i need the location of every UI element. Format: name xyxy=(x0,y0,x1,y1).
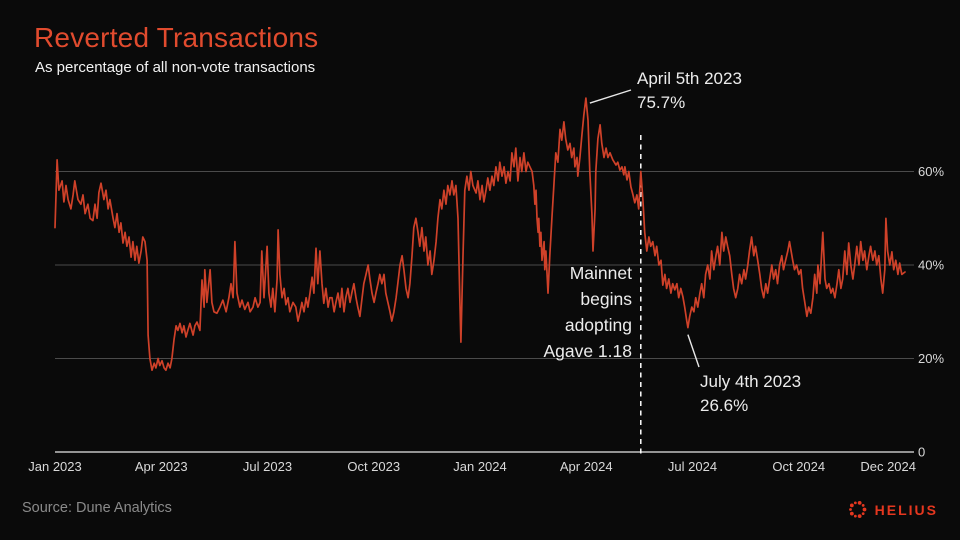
x-tick-label: Apr 2023 xyxy=(135,459,188,474)
x-tick-label: Apr 2024 xyxy=(560,459,613,474)
annotation-event-line4: Agave 1.18 xyxy=(543,341,632,361)
annotation-event-line1: Mainnet xyxy=(569,263,632,283)
helius-burst-icon xyxy=(848,500,867,519)
annotation-peak-date: April 5th 2023 xyxy=(637,69,742,88)
annotation-event: Mainnet begins adopting Agave 1.18 xyxy=(543,260,632,364)
chart-subtitle: As percentage of all non-vote transactio… xyxy=(35,59,316,76)
y-tick-label: 0 xyxy=(918,445,925,460)
x-tick-label: Dec 2024 xyxy=(860,459,916,474)
helius-wordmark: HELIUS xyxy=(874,501,938,518)
annotation-peak-value: 75.7% xyxy=(637,93,686,112)
x-tick-label: Jan 2023 xyxy=(28,459,82,474)
helius-logo: HELIUS xyxy=(847,499,938,520)
annotation-dip: July 4th 2023 26.6% xyxy=(700,370,801,418)
x-tick-label: Oct 2023 xyxy=(347,459,400,474)
dip-leader-line xyxy=(687,334,700,368)
annotation-event-line3: adopting xyxy=(564,315,632,335)
y-tick-label: 60% xyxy=(918,164,944,179)
annotation-peak: April 5th 2023 75.7% xyxy=(637,67,742,115)
source-label: Source: Dune Analytics xyxy=(22,500,172,516)
reverted-transactions-series xyxy=(54,97,906,372)
x-tick-label: Jan 2024 xyxy=(453,459,507,474)
annotation-dip-date: July 4th 2023 xyxy=(700,372,802,391)
annotation-event-line2: begins xyxy=(580,289,632,309)
peak-leader-line xyxy=(589,89,632,104)
x-tick-label: Jul 2024 xyxy=(668,459,717,474)
y-tick-label: 20% xyxy=(918,351,944,366)
x-tick-label: Jul 2023 xyxy=(243,459,292,474)
y-tick-label: 40% xyxy=(918,258,944,273)
x-tick-label: Oct 2024 xyxy=(772,459,825,474)
page-title: Reverted Transactions xyxy=(34,22,319,53)
annotation-dip-value: 26.6% xyxy=(700,396,749,415)
